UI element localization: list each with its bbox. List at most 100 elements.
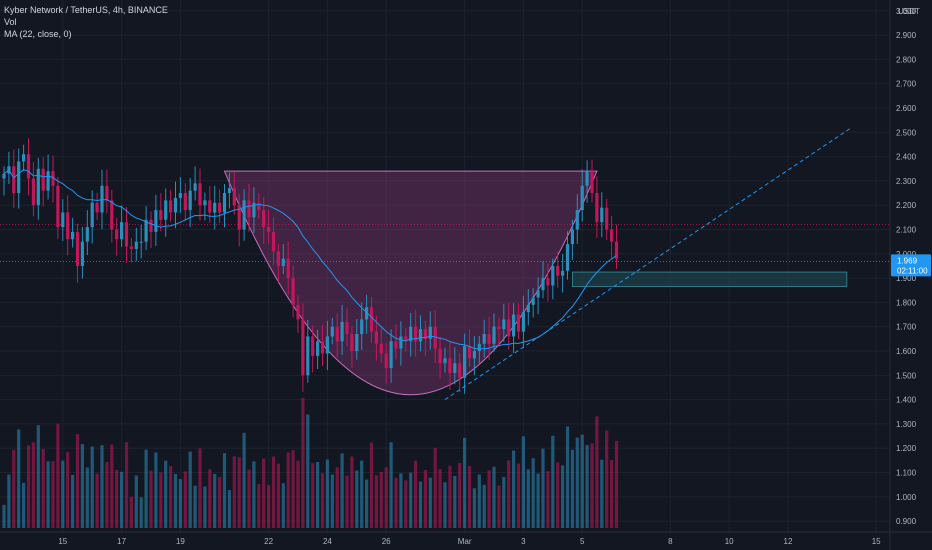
candle [164,200,168,220]
candle [26,154,31,179]
volume-bar [105,462,109,528]
price-tick-label: 1.400 [896,396,917,405]
candle [36,168,40,206]
candle [355,334,359,352]
candle [389,341,393,369]
price-tick-label: 3.000 [896,7,917,16]
candle [222,193,227,213]
volume-bar [502,476,506,528]
candle [536,290,540,298]
candle [31,178,35,206]
volume-bar [218,477,222,528]
support-box [572,271,848,288]
volume-bar [129,496,133,528]
price-tick-label: 2.900 [896,31,917,40]
candle [232,188,236,206]
candle [565,244,570,271]
volume-bar [71,474,75,528]
candle [335,326,339,342]
time-tick-label: 8 [668,537,673,546]
volume-bar [575,437,579,528]
candle [90,202,94,228]
ma-legend: MA (22, close, 0) [4,29,72,39]
volume-bar [394,477,398,528]
volume-bar [90,446,94,528]
time-tick-label: 22 [264,537,273,546]
volume-bar [149,470,153,528]
volume-legend: Vol [4,17,17,27]
candle [384,353,388,369]
candle [271,231,276,252]
candle [374,331,378,344]
countdown-label: 02:11:00 [897,266,928,275]
candle [448,358,452,373]
candle [159,210,163,220]
candle [492,326,496,344]
volume-bar [497,485,501,528]
volume-bar [423,469,427,528]
price-tick-label: 2.200 [896,201,917,210]
volume-bar [7,474,11,528]
candle [409,326,413,342]
candle [404,336,408,342]
last-price-label: 1.969 [897,256,918,265]
candle [423,329,427,339]
time-tick-label: 5 [580,537,585,546]
volume-bar [443,482,447,528]
volume-bar [414,460,418,528]
volume-bar [164,460,168,528]
candle [472,351,476,359]
cup-pattern [223,170,598,396]
time-tick-label: 10 [725,537,734,546]
symbol-title: Kyber Network / TetherUS, 4h, BINANCE [4,5,168,15]
candle [41,168,45,191]
candle [546,278,550,286]
volume-bar [325,459,329,528]
volume-bar [257,484,261,528]
candle [66,212,70,240]
volume-bar [409,472,413,528]
volume-bar [463,437,467,528]
currency-label: USDT [898,7,920,16]
volume-bar [551,435,555,528]
volume-bar [247,469,251,528]
candle [134,241,138,249]
volume-bar [369,442,374,528]
candle [394,341,398,349]
candle [521,312,525,332]
candle [556,265,560,276]
volume-bar [492,466,496,528]
volume-bar [124,442,129,528]
candle [203,200,207,206]
candle [75,231,80,266]
candle [614,241,619,259]
volume-bar [188,451,192,528]
volume-bar [448,465,452,528]
volume-bar [281,483,285,528]
volume-bar [600,459,604,528]
candle [340,321,344,342]
volume-bar [389,442,393,528]
candle [2,173,6,179]
candle [350,334,354,352]
price-tick-label: 2.300 [896,177,917,186]
price-tick-label: 1.300 [896,420,917,429]
candle [570,229,574,245]
price-tick-label: 1.900 [896,274,917,283]
candle [85,227,89,242]
moving-average-line [3,169,617,350]
candle [575,210,579,230]
volume-bar [296,460,300,528]
volume-bar [144,449,148,528]
volume-bar [17,429,21,528]
candle [512,314,516,337]
candle [585,171,589,186]
volume-bar [526,469,530,528]
volume-bar [418,481,423,528]
candle [257,202,261,211]
volume-bar [2,504,6,528]
candle [22,154,26,162]
candle [507,319,511,337]
volume-bar [237,457,241,528]
